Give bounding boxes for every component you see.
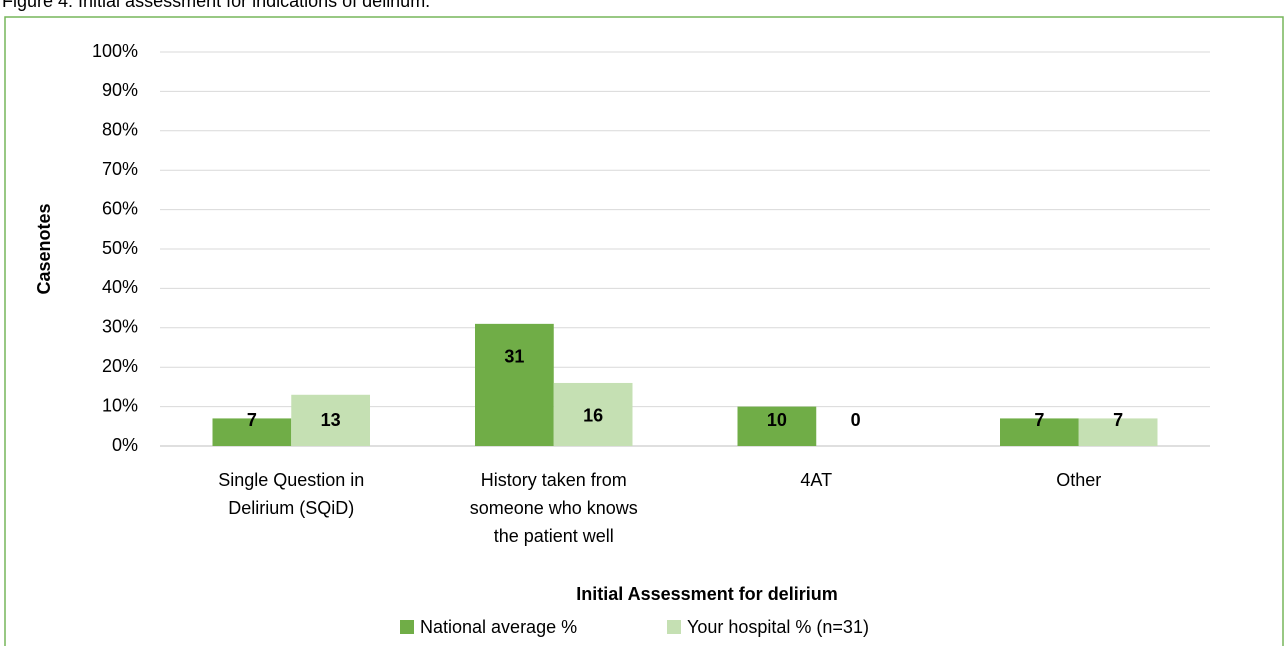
data-label: 10 bbox=[767, 410, 787, 430]
legend-swatch bbox=[400, 620, 414, 634]
y-tick-label: 10% bbox=[102, 395, 138, 415]
x-tick-label: Other bbox=[1056, 470, 1101, 490]
legend-swatch bbox=[667, 620, 681, 634]
y-tick-label: 50% bbox=[102, 238, 138, 258]
x-axis-title: Initial Assessment for delirium bbox=[576, 584, 837, 604]
legend-label: National average % bbox=[420, 617, 577, 637]
data-label: 0 bbox=[851, 410, 861, 430]
y-tick-label: 90% bbox=[102, 80, 138, 100]
bar bbox=[475, 323, 554, 446]
bar bbox=[1078, 418, 1158, 446]
legend-label: Your hospital % (n=31) bbox=[687, 617, 869, 637]
bar bbox=[212, 418, 292, 446]
y-tick-label: 40% bbox=[102, 277, 138, 297]
data-label: 13 bbox=[321, 410, 341, 430]
data-label: 16 bbox=[583, 406, 603, 426]
bar bbox=[291, 394, 370, 446]
y-tick-label: 70% bbox=[102, 159, 138, 179]
data-label: 31 bbox=[504, 347, 524, 367]
y-tick-label: 0% bbox=[112, 435, 138, 455]
y-tick-label: 80% bbox=[102, 120, 138, 140]
bar bbox=[553, 382, 633, 446]
y-tick-label: 30% bbox=[102, 317, 138, 337]
y-axis-title: Casenotes bbox=[34, 203, 54, 294]
bar bbox=[737, 406, 817, 446]
x-tick-label: History taken from someone who knows the p… bbox=[470, 470, 638, 546]
bar bbox=[1000, 418, 1079, 446]
x-tick-label: 4AT bbox=[800, 470, 832, 490]
chart-frame bbox=[4, 16, 1284, 646]
y-tick-label: 60% bbox=[102, 198, 138, 218]
data-label: 7 bbox=[1034, 410, 1044, 430]
data-label: 7 bbox=[1113, 410, 1123, 430]
x-tick-label: Single Question in Delirium (SQiD) bbox=[218, 470, 364, 518]
data-label: 7 bbox=[247, 410, 257, 430]
figure-title: Figure 4: Initial assessment for indicat… bbox=[2, 0, 430, 11]
y-tick-label: 100% bbox=[92, 41, 138, 61]
y-tick-label: 20% bbox=[102, 356, 138, 376]
